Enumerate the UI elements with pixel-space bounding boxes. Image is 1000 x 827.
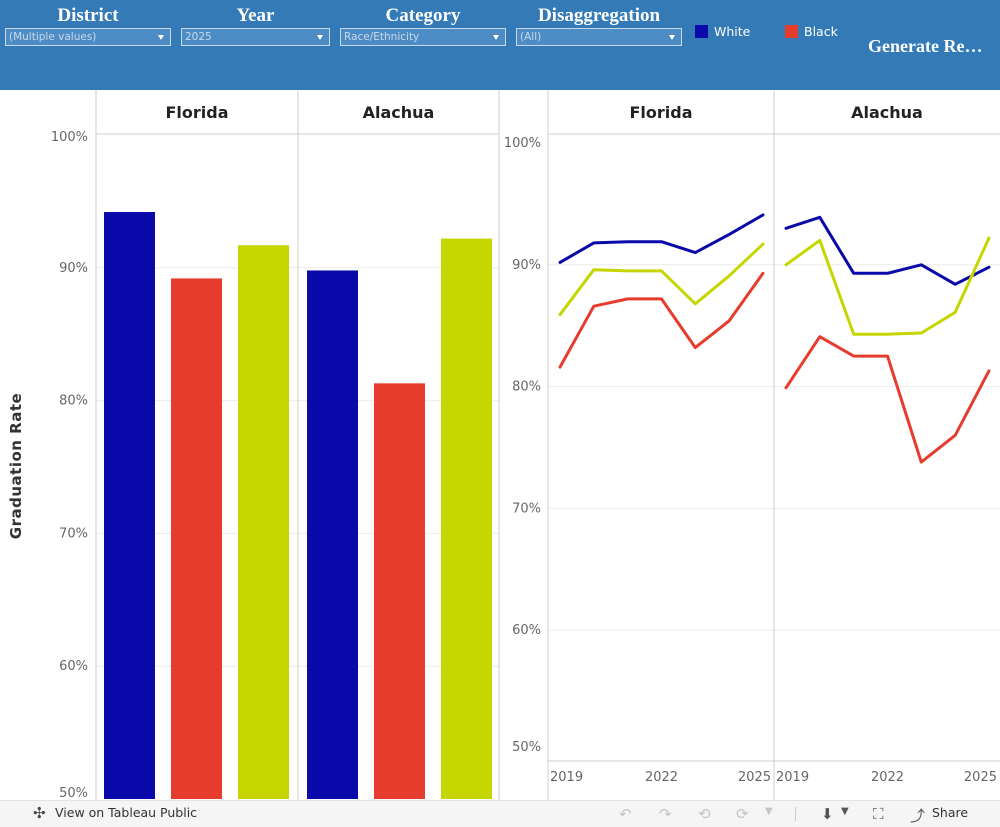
view-on-tableau-public-link[interactable]: View on Tableau Public xyxy=(55,805,198,820)
bar-alachua-series-2 xyxy=(374,383,425,799)
toolbar-divider xyxy=(795,807,796,821)
line-alachua-series-1 xyxy=(784,215,991,286)
bar-y-tick-label: 80% xyxy=(59,394,88,409)
year-dropdown-value: 2025 xyxy=(185,31,212,43)
line-x-tick-label: 2022 xyxy=(645,770,678,785)
line-panel-header-alachua: Alachua xyxy=(851,103,923,122)
year-dropdown[interactable]: 2025 xyxy=(181,28,330,46)
line-x-tick-label: 2025 xyxy=(964,770,997,785)
line-y-tick-label: 60% xyxy=(512,623,541,638)
filter-header: District (Multiple values) Year 2025 Cat… xyxy=(0,0,1000,90)
disaggregation-dropdown-value: (All) xyxy=(520,31,542,43)
refresh-dropdown-icon[interactable]: ▼ xyxy=(765,806,773,817)
legend-swatch-black xyxy=(785,25,798,38)
bar-y-tick-label: 100% xyxy=(51,130,88,145)
bar-y-tick-label: 50% xyxy=(59,786,88,800)
line-y-tick-label: 50% xyxy=(512,740,541,755)
line-y-tick-label: 100% xyxy=(504,136,541,151)
legend-label-black: Black xyxy=(804,24,838,39)
bar-y-tick-label: 60% xyxy=(59,659,88,674)
line-florida-series-2 xyxy=(558,271,765,369)
dropdown-arrow-icon xyxy=(493,35,499,40)
tableau-logo-icon: ✣ xyxy=(33,804,46,822)
bar-alachua-series-1 xyxy=(307,270,358,799)
line-panel-header-florida: Florida xyxy=(629,103,692,122)
share-icon[interactable]: ⤴ xyxy=(910,807,926,825)
download-icon[interactable]: ⬇ xyxy=(821,805,834,823)
line-y-tick-label: 90% xyxy=(512,258,541,273)
line-x-tick-label: 2019 xyxy=(776,770,809,785)
line-y-tick-label: 80% xyxy=(512,380,541,395)
line-alachua-series-2 xyxy=(784,335,991,464)
line-florida-series-3 xyxy=(558,242,765,317)
undo-icon[interactable]: ↶ xyxy=(619,805,632,823)
charts-area: 50% 60% 70% 80% 90% 100% Florida Alachua 50% 60% 7… xyxy=(51,90,1000,800)
line-alachua-series-3 xyxy=(784,236,991,336)
bar-y-tick-label: 90% xyxy=(59,261,88,276)
redo-icon[interactable]: ↷ xyxy=(659,805,672,823)
line-x-tick-label: 2025 xyxy=(738,770,771,785)
disaggregation-dropdown[interactable]: (All) xyxy=(516,28,682,46)
bar-florida-series-1 xyxy=(104,212,155,800)
line-x-tick-label: 2022 xyxy=(871,770,904,785)
district-dropdown[interactable]: (Multiple values) xyxy=(5,28,171,46)
line-x-tick-label: 2019 xyxy=(550,770,583,785)
dropdown-arrow-icon xyxy=(158,35,164,40)
bar-alachua-series-3 xyxy=(441,238,492,800)
district-filter-title: District xyxy=(57,5,119,26)
fullscreen-icon[interactable]: ⛶ xyxy=(873,805,884,823)
tableau-toolbar: ✣ View on Tableau Public ↶ ↷ ⟲ ⟳ ▼ ⬇ ▼ ⛶… xyxy=(0,800,1000,827)
bar-florida-series-2 xyxy=(171,278,222,799)
line-florida-series-1 xyxy=(558,213,765,264)
legend-swatch-white xyxy=(695,25,708,38)
district-dropdown-value: (Multiple values) xyxy=(9,31,97,43)
line-y-tick-label: 70% xyxy=(512,501,541,516)
revert-icon[interactable]: ⟲ xyxy=(698,805,711,823)
dropdown-arrow-icon xyxy=(317,35,323,40)
download-dropdown-icon[interactable]: ▼ xyxy=(841,806,849,817)
category-dropdown[interactable]: Race/Ethnicity xyxy=(340,28,506,46)
category-dropdown-value: Race/Ethnicity xyxy=(344,31,420,43)
legend-label-white: White xyxy=(714,24,751,39)
share-button[interactable]: Share xyxy=(932,805,969,820)
bar-y-tick-label: 70% xyxy=(59,526,88,541)
year-filter-title: Year xyxy=(236,5,275,26)
bar-florida-series-3 xyxy=(238,245,289,799)
bar-panel-header-alachua: Alachua xyxy=(363,103,435,122)
refresh-icon[interactable]: ⟳ xyxy=(736,805,749,823)
disaggregation-filter-title: Disaggregation xyxy=(537,5,661,26)
bar-panel-header-florida: Florida xyxy=(165,103,228,122)
generate-report-button[interactable]: Generate Re… xyxy=(868,36,983,56)
category-filter-title: Category xyxy=(385,5,461,26)
dropdown-arrow-icon xyxy=(669,35,675,40)
